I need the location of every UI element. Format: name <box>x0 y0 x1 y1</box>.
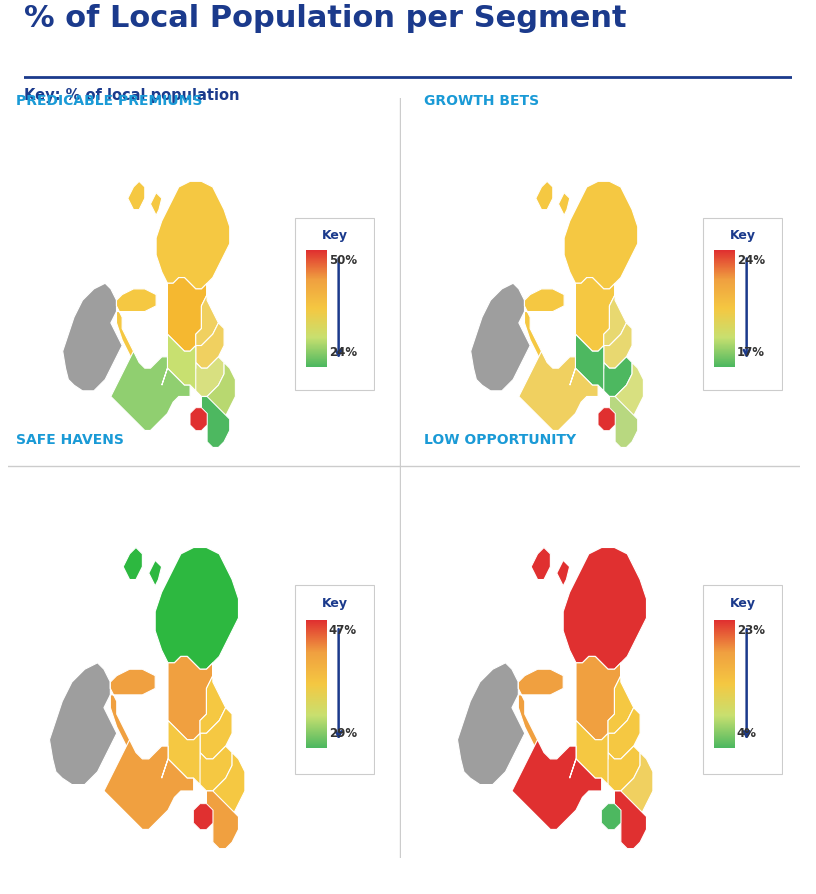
Polygon shape <box>111 351 190 431</box>
Polygon shape <box>110 670 155 695</box>
FancyBboxPatch shape <box>295 585 374 774</box>
Polygon shape <box>601 804 621 830</box>
Polygon shape <box>193 746 232 791</box>
Polygon shape <box>576 721 608 785</box>
Polygon shape <box>614 791 646 848</box>
Polygon shape <box>525 289 575 385</box>
Polygon shape <box>190 357 224 397</box>
Polygon shape <box>190 408 207 431</box>
Polygon shape <box>558 193 570 215</box>
Polygon shape <box>598 408 615 431</box>
Polygon shape <box>149 561 162 586</box>
Polygon shape <box>110 670 168 778</box>
Text: % of Local Population per Segment: % of Local Population per Segment <box>24 4 628 33</box>
Polygon shape <box>575 334 604 391</box>
Polygon shape <box>604 323 632 368</box>
Polygon shape <box>193 804 213 830</box>
Polygon shape <box>458 662 525 785</box>
Polygon shape <box>196 283 219 345</box>
Text: SAFE HAVENS: SAFE HAVENS <box>16 434 124 447</box>
Text: 50%: 50% <box>329 254 357 267</box>
Text: 29%: 29% <box>329 728 357 740</box>
Polygon shape <box>168 721 200 785</box>
Polygon shape <box>150 193 162 215</box>
Polygon shape <box>518 670 563 695</box>
Polygon shape <box>564 181 638 289</box>
Polygon shape <box>117 289 167 385</box>
Polygon shape <box>471 283 530 391</box>
Polygon shape <box>206 791 238 848</box>
Polygon shape <box>167 334 196 391</box>
Polygon shape <box>608 708 640 759</box>
Polygon shape <box>563 547 646 670</box>
Polygon shape <box>610 363 643 425</box>
Polygon shape <box>200 662 226 733</box>
Text: Key: Key <box>322 597 348 610</box>
Text: PREDICABLE PREMIUMS: PREDICABLE PREMIUMS <box>16 94 202 107</box>
Polygon shape <box>168 656 213 739</box>
Polygon shape <box>155 547 238 670</box>
Polygon shape <box>518 670 576 778</box>
Polygon shape <box>525 289 564 312</box>
Text: 17%: 17% <box>737 346 765 359</box>
Polygon shape <box>202 397 230 447</box>
Polygon shape <box>614 753 653 823</box>
Polygon shape <box>167 277 207 351</box>
Polygon shape <box>200 708 232 759</box>
FancyBboxPatch shape <box>295 218 374 390</box>
Polygon shape <box>519 351 598 431</box>
Polygon shape <box>206 753 245 823</box>
Polygon shape <box>63 283 122 391</box>
Text: 24%: 24% <box>737 254 765 267</box>
Polygon shape <box>156 181 230 289</box>
Polygon shape <box>536 181 552 210</box>
Polygon shape <box>608 662 634 733</box>
Text: LOW OPPORTUNITY: LOW OPPORTUNITY <box>424 434 576 447</box>
Text: Key: Key <box>322 229 348 242</box>
Polygon shape <box>117 289 156 312</box>
Text: 47%: 47% <box>329 624 357 637</box>
Polygon shape <box>601 746 640 791</box>
FancyBboxPatch shape <box>703 218 782 390</box>
FancyBboxPatch shape <box>703 585 782 774</box>
Text: Key: Key <box>730 597 756 610</box>
Polygon shape <box>598 357 632 397</box>
Text: Key: % of local population: Key: % of local population <box>24 89 240 103</box>
Polygon shape <box>104 739 193 830</box>
Polygon shape <box>512 739 601 830</box>
Polygon shape <box>123 547 142 579</box>
Polygon shape <box>575 277 615 351</box>
Text: 4%: 4% <box>737 728 757 740</box>
Polygon shape <box>557 561 570 586</box>
Text: 23%: 23% <box>737 624 765 637</box>
Text: GROWTH BETS: GROWTH BETS <box>424 94 539 107</box>
Polygon shape <box>604 283 627 345</box>
Text: 24%: 24% <box>329 346 357 359</box>
Polygon shape <box>128 181 144 210</box>
Polygon shape <box>610 397 638 447</box>
Polygon shape <box>531 547 550 579</box>
Polygon shape <box>202 363 235 425</box>
Text: Key: Key <box>730 229 756 242</box>
Polygon shape <box>196 323 224 368</box>
Polygon shape <box>50 662 117 785</box>
Polygon shape <box>576 656 621 739</box>
